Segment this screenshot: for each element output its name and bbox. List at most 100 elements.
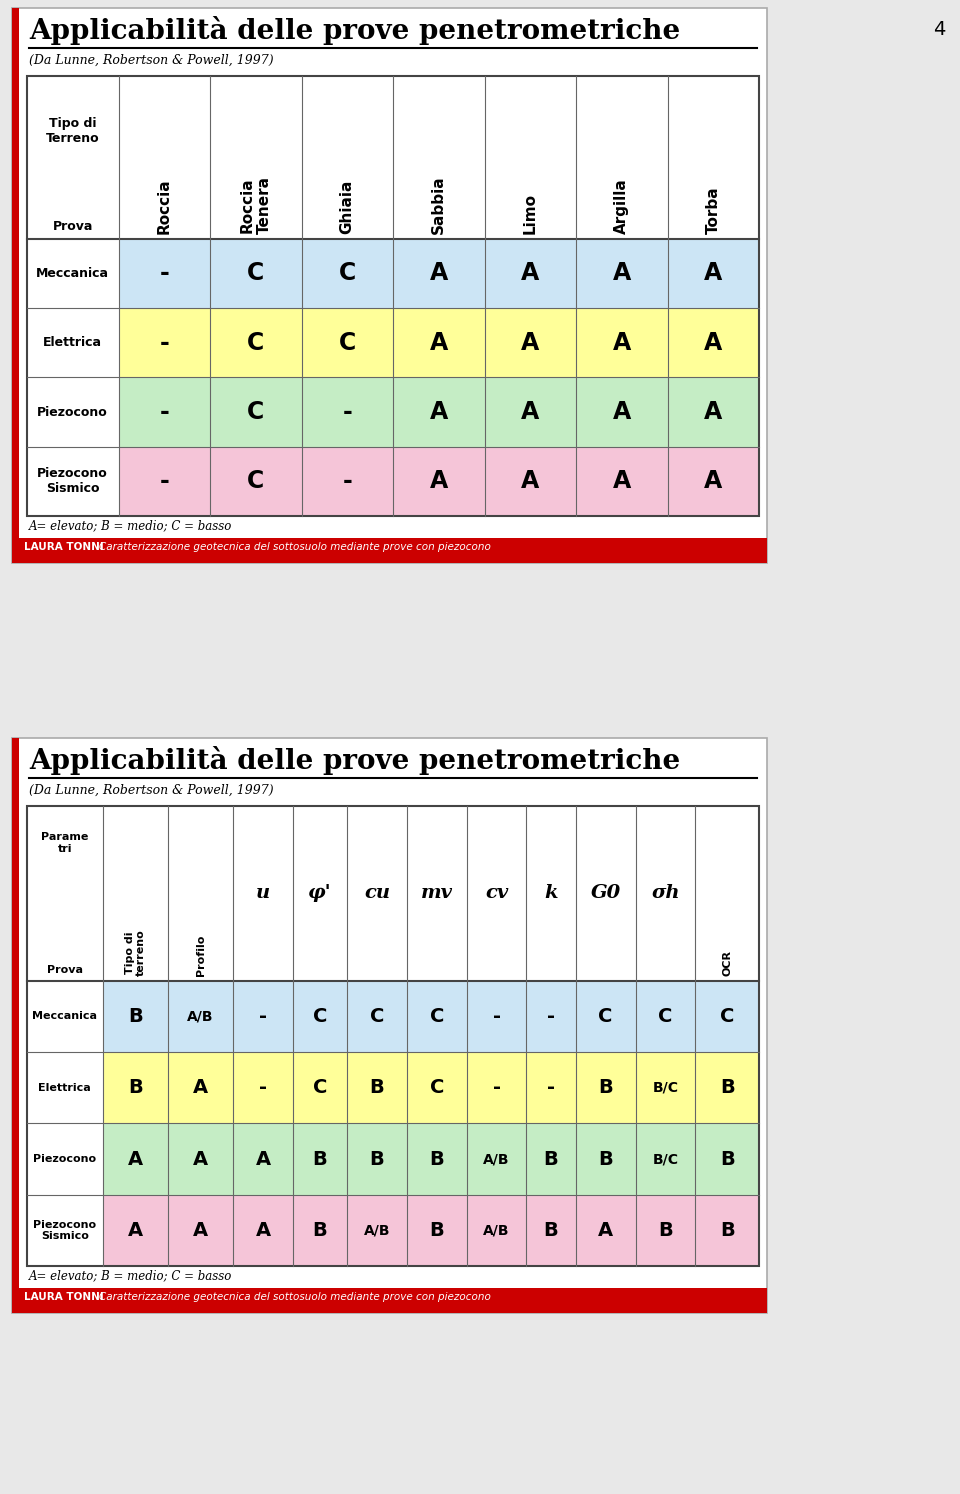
Bar [526, 1052, 576, 1123]
Text: B: B [313, 1149, 327, 1168]
Text: Piezocono: Piezocono [34, 1153, 96, 1164]
Text: A: A [704, 261, 722, 285]
Text: C: C [247, 469, 264, 493]
Bar [103, 980, 168, 1052]
Bar [233, 1195, 293, 1265]
Text: A: A [612, 330, 631, 354]
Bar [12, 538, 767, 563]
Text: C: C [598, 1007, 612, 1026]
Bar [576, 1123, 636, 1195]
Bar [27, 308, 118, 378]
Bar [12, 738, 767, 1313]
Text: B: B [429, 1221, 444, 1240]
Bar [526, 980, 576, 1052]
Bar [293, 980, 348, 1052]
Text: A/B: A/B [187, 1010, 214, 1023]
Bar [407, 1195, 467, 1265]
Bar [576, 378, 667, 447]
Text: Prova: Prova [47, 965, 83, 974]
Text: B: B [370, 1079, 384, 1097]
Bar [636, 980, 695, 1052]
Text: -: - [159, 469, 169, 493]
Bar [27, 1052, 103, 1123]
Text: u: u [256, 884, 270, 902]
Bar [233, 1052, 293, 1123]
Text: A: A [193, 1149, 208, 1168]
Bar [667, 308, 759, 378]
Text: A: A [193, 1221, 208, 1240]
Bar [27, 805, 759, 1265]
Bar [210, 308, 301, 378]
Text: A: A [704, 469, 722, 493]
Bar [636, 1195, 695, 1265]
Bar [168, 1052, 233, 1123]
Bar [27, 76, 759, 515]
Bar [103, 1123, 168, 1195]
Text: -: - [159, 400, 169, 424]
Text: Ghiaia: Ghiaia [340, 179, 355, 233]
Bar [576, 447, 667, 515]
Bar [27, 980, 103, 1052]
Bar [27, 1195, 103, 1265]
Text: -: - [343, 400, 352, 424]
Text: A: A [521, 330, 540, 354]
Text: C: C [247, 330, 264, 354]
Text: B: B [720, 1079, 734, 1097]
Text: Roccia
Tenera: Roccia Tenera [240, 176, 272, 233]
Text: B/C: B/C [653, 1152, 679, 1165]
Bar [27, 1123, 103, 1195]
Text: A: A [612, 469, 631, 493]
Bar [348, 1123, 407, 1195]
Bar [12, 1288, 767, 1313]
Text: -: - [259, 1007, 267, 1026]
Bar [393, 308, 485, 378]
Bar [12, 7, 19, 563]
Bar [27, 1123, 103, 1195]
Text: C: C [247, 400, 264, 424]
Bar [667, 239, 759, 308]
Bar [118, 447, 210, 515]
Text: φ': φ' [308, 884, 332, 902]
Bar [348, 1052, 407, 1123]
Bar [576, 239, 667, 308]
Text: B: B [658, 1221, 673, 1240]
Bar [695, 1052, 759, 1123]
Bar [168, 1123, 233, 1195]
Bar [576, 980, 636, 1052]
Bar [118, 308, 210, 378]
Text: k: k [544, 884, 558, 902]
Bar [210, 447, 301, 515]
Text: A: A [598, 1221, 613, 1240]
Bar [118, 378, 210, 447]
Text: -: - [547, 1079, 555, 1097]
Bar [636, 1052, 695, 1123]
Bar [118, 239, 210, 308]
Text: A: A [430, 330, 448, 354]
Text: Limo: Limo [523, 193, 538, 233]
Text: A: A [430, 469, 448, 493]
Text: Caratterizzazione geotecnica del sottosuolo mediante prove con piezocono: Caratterizzazione geotecnica del sottosu… [99, 542, 491, 551]
Text: -: - [343, 469, 352, 493]
Bar [293, 1052, 348, 1123]
Text: OCR: OCR [722, 950, 732, 976]
Text: Piezocono: Piezocono [37, 405, 108, 418]
Text: B: B [429, 1149, 444, 1168]
Bar [168, 980, 233, 1052]
Text: A: A [612, 261, 631, 285]
Bar [12, 738, 19, 1313]
Text: B: B [370, 1149, 384, 1168]
Text: B: B [128, 1007, 143, 1026]
Bar [576, 1195, 636, 1265]
Text: A: A [430, 261, 448, 285]
Text: Sabbia: Sabbia [431, 175, 446, 233]
Bar [27, 805, 759, 980]
Bar [12, 7, 767, 563]
Bar [27, 1052, 103, 1123]
Text: Piezocono
Sismico: Piezocono Sismico [34, 1219, 96, 1242]
Text: Profilo: Profilo [196, 934, 205, 976]
Text: B: B [598, 1149, 613, 1168]
Text: B/C: B/C [653, 1080, 679, 1095]
Text: A: A [128, 1149, 143, 1168]
Text: Roccia: Roccia [156, 178, 172, 233]
Text: A: A [255, 1149, 271, 1168]
